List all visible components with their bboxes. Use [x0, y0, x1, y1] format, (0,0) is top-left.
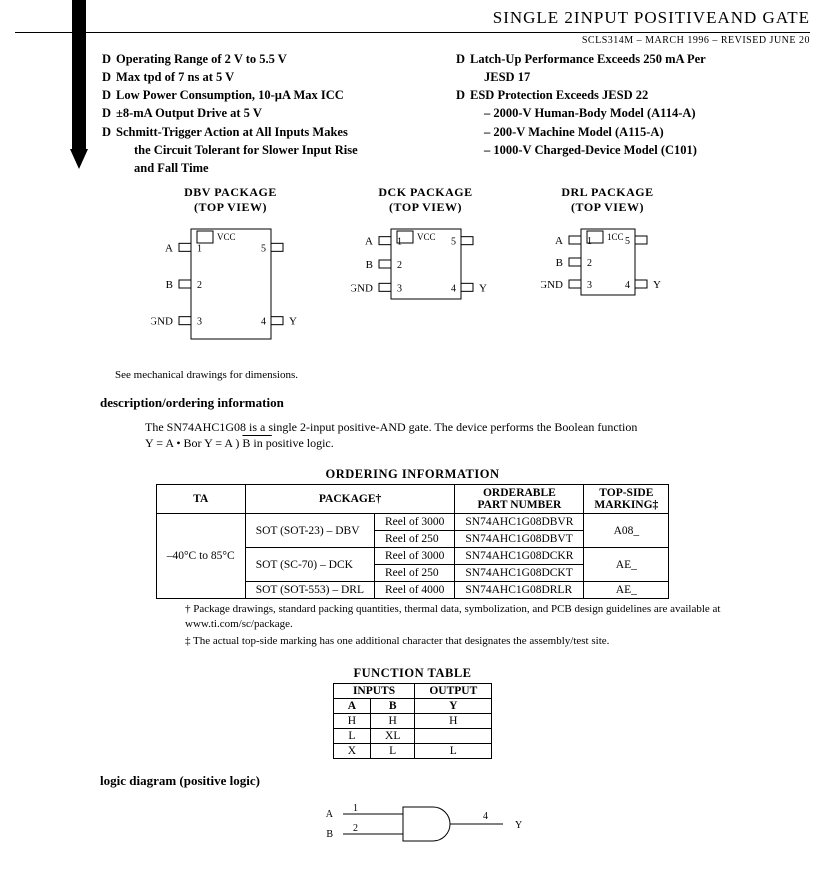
desc-body: The SN74AHC1G08 is a single 2-input posi… [145, 419, 810, 451]
feature-item: DLatch-Up Performance Exceeds 250 mA Per [456, 50, 810, 68]
svg-text:5: 5 [261, 243, 266, 254]
svg-text:Y: Y [515, 820, 522, 831]
svg-text:VCC: VCC [217, 232, 236, 242]
decorative-bar [72, 0, 86, 150]
feature-subitem: and Fall Time [134, 159, 456, 177]
features-right: DLatch-Up Performance Exceeds 250 mA Per… [456, 50, 810, 177]
feature-item: – 200-V Machine Model (A115-A) [484, 123, 810, 141]
svg-text:3: 3 [397, 283, 402, 294]
svg-text:A: A [165, 242, 173, 254]
packages-row: DBV PACKAGE(TOP VIEW)A1B2GND35Y4VCCDCK P… [15, 185, 810, 349]
svg-text:GND: GND [541, 279, 563, 291]
svg-text:1: 1 [397, 237, 402, 248]
features-left: DOperating Range of 2 V to 5.5 VDMax tpd… [102, 50, 456, 177]
svg-text:4: 4 [261, 317, 266, 328]
svg-text:B: B [165, 279, 172, 291]
feature-item: JESD 17 [484, 68, 810, 86]
svg-text:4: 4 [483, 811, 488, 822]
feature-item: – 1000-V Charged-Device Model (C101) [484, 141, 810, 159]
features-columns: DOperating Range of 2 V to 5.5 VDMax tpd… [102, 50, 810, 177]
doc-title: SINGLE 2INPUT POSITIVEAND GATE [15, 0, 810, 32]
logic-diagram: AB 1 2 4 Y [15, 797, 810, 851]
function-table: INPUTSOUTPUTABYHHHLXLXLL [333, 683, 493, 759]
ordering-footnote: ‡ The actual top-side marking has one ad… [185, 634, 795, 648]
svg-text:1: 1 [353, 803, 358, 814]
package-diagram: DBV PACKAGE(TOP VIEW)A1B2GND35Y4VCC [151, 185, 311, 349]
svg-text:GND: GND [351, 282, 373, 294]
desc-line: Y = A • Bor Y = A ) B in positive logic. [145, 435, 810, 451]
svg-text:2: 2 [353, 823, 358, 834]
svg-text:3: 3 [197, 317, 202, 328]
svg-text:2: 2 [587, 258, 592, 269]
feature-item: DOperating Range of 2 V to 5.5 V [102, 50, 456, 68]
ordering-title: ORDERING INFORMATION [15, 467, 810, 482]
svg-text:2: 2 [197, 280, 202, 291]
svg-text:A: A [555, 235, 563, 247]
ordering-table: TAPACKAGE†ORDERABLEPART NUMBERTOP-SIDEMA… [156, 484, 670, 599]
desc-line: The SN74AHC1G08 is a single 2-input posi… [145, 419, 810, 435]
svg-text:Y: Y [653, 279, 661, 291]
svg-text:3: 3 [587, 280, 592, 291]
ordering-footnote: † Package drawings, standard packing qua… [185, 602, 795, 631]
mechanical-note: See mechanical drawings for dimensions. [115, 369, 810, 381]
svg-text:4: 4 [625, 280, 630, 291]
svg-text:5: 5 [625, 236, 630, 247]
svg-text:GND: GND [151, 316, 173, 328]
desc-heading: description/ordering information [100, 395, 810, 411]
svg-text:2: 2 [397, 260, 402, 271]
feature-subitem: the Circuit Tolerant for Slower Input Ri… [134, 141, 456, 159]
package-diagram: DRL PACKAGE(TOP VIEW)A1B2GND35Y41CC [541, 185, 675, 349]
feature-item: DSchmitt-Trigger Action at All Inputs Ma… [102, 123, 456, 141]
function-table-title: FUNCTION TABLE [15, 666, 810, 681]
svg-text:1: 1 [587, 236, 592, 247]
svg-text:5: 5 [451, 237, 456, 248]
svg-text:B: B [555, 257, 562, 269]
svg-text:B: B [326, 829, 333, 840]
svg-text:4: 4 [451, 283, 456, 294]
package-diagram: DCK PACKAGE(TOP VIEW)A1B2GND35Y4VCC [351, 185, 501, 349]
svg-text:B: B [365, 259, 372, 271]
svg-text:Y: Y [289, 316, 297, 328]
doc-subtitle: SCLS314M – MARCH 1996 – REVISED JUNE 20 [15, 32, 810, 46]
feature-item: DMax tpd of 7 ns at 5 V [102, 68, 456, 86]
svg-text:A: A [365, 236, 373, 248]
svg-text:Y: Y [479, 282, 487, 294]
svg-text:VCC: VCC [417, 232, 436, 242]
svg-text:1: 1 [197, 243, 202, 254]
feature-item: D±8-mA Output Drive at 5 V [102, 104, 456, 122]
feature-item: – 2000-V Human-Body Model (A114-A) [484, 104, 810, 122]
svg-text:A: A [325, 809, 333, 820]
svg-text:1CC: 1CC [607, 232, 624, 242]
feature-item: DLow Power Consumption, 10-µA Max ICC [102, 86, 456, 104]
logic-heading: logic diagram (positive logic) [100, 773, 810, 789]
feature-item: DESD Protection Exceeds JESD 22 [456, 86, 810, 104]
